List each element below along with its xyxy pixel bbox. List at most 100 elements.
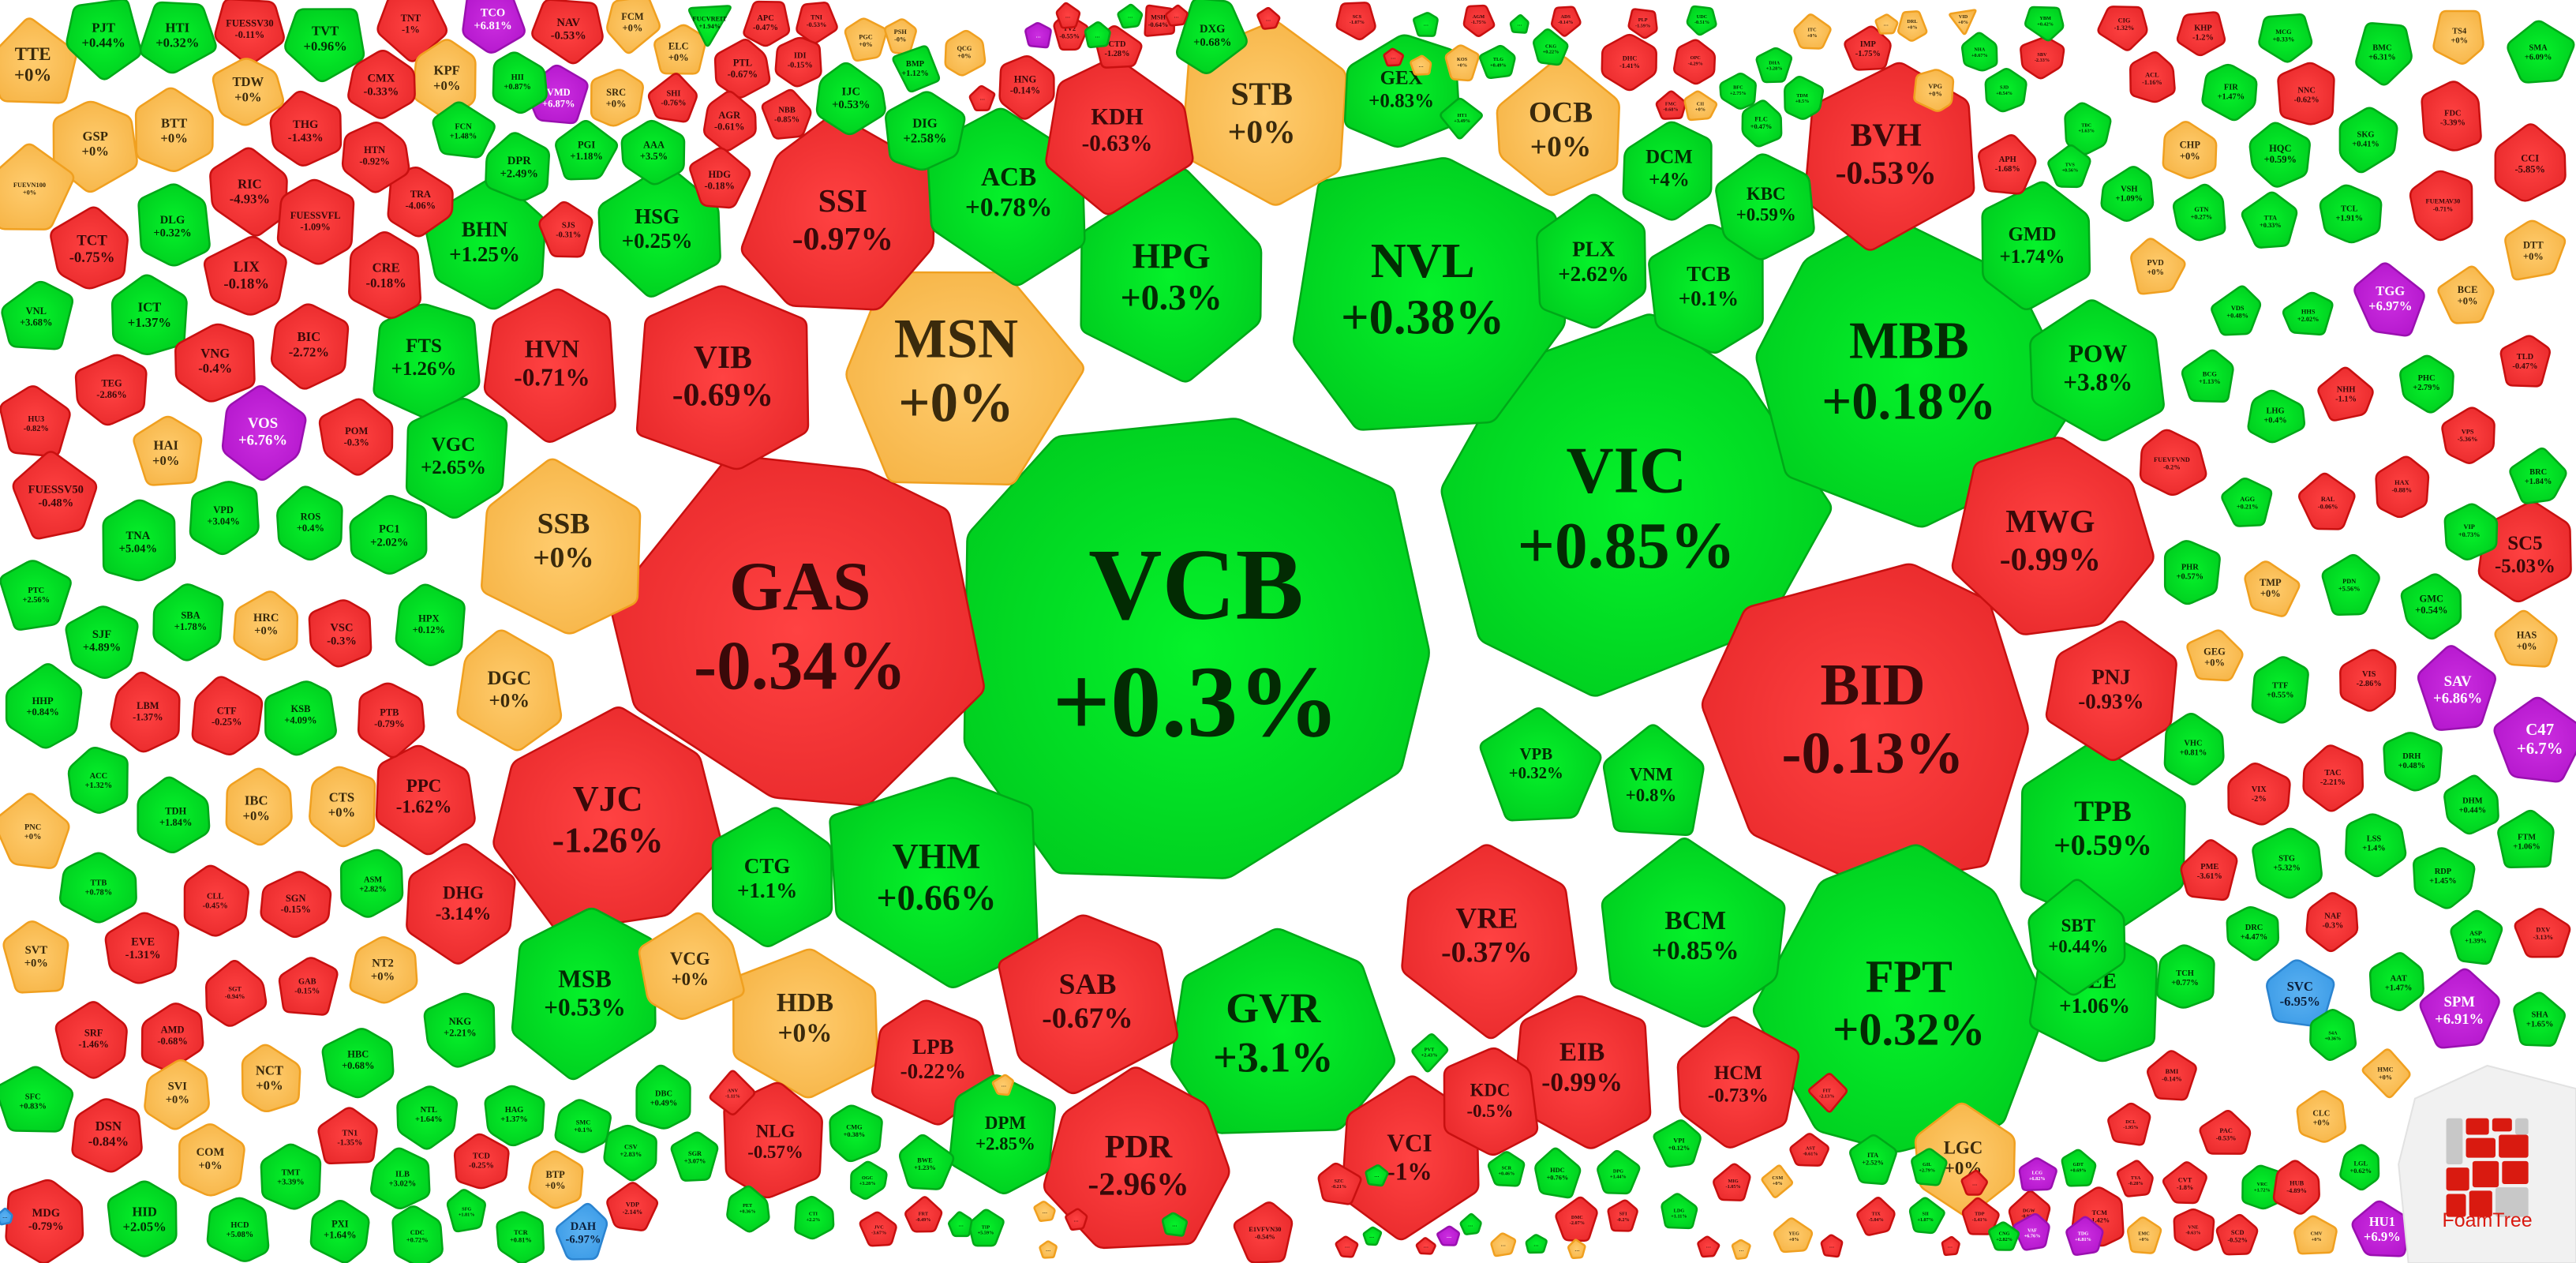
tile-dhm[interactable]: DHM+0.44%	[2443, 774, 2499, 835]
tile-pgi[interactable]: PGI+1.18%	[555, 120, 619, 181]
tile-mdg[interactable]: MDG-0.79%	[5, 1179, 84, 1263]
tile-com[interactable]: COM+0%	[178, 1123, 245, 1197]
tile-ast[interactable]: AST-0.61%	[1789, 1133, 1829, 1167]
tile-yeg[interactable]: YEG+0%	[1773, 1217, 1814, 1254]
tile-hti[interactable]: HTI+0.32%	[139, 1, 217, 74]
tile-collapsed[interactable]: …	[1874, 13, 1899, 35]
tile-phr[interactable]: PHR+0.57%	[2163, 540, 2221, 605]
tile-dgc[interactable]: DGC+0%	[456, 629, 563, 751]
tile-dpr[interactable]: DPR+2.49%	[485, 132, 550, 201]
tile-collapsed[interactable]: …	[968, 84, 996, 112]
tile-ttf[interactable]: TTF+0.55%	[2251, 656, 2309, 724]
tile-chp[interactable]: CHP+0%	[2162, 121, 2218, 179]
tile-teg[interactable]: TEG-2.86%	[74, 354, 148, 426]
tile-ssb[interactable]: SSB+0%	[481, 458, 642, 635]
tile-acl[interactable]: ACL-1.16%	[2129, 51, 2176, 103]
tile-amd[interactable]: AMD-0.68%	[140, 1003, 204, 1071]
tile-btp[interactable]: BTP+0%	[528, 1150, 584, 1209]
tile-tcl[interactable]: TCL+1.91%	[2319, 184, 2383, 244]
tile-elc[interactable]: ELC+0%	[653, 24, 707, 75]
tile-hub[interactable]: HUB-4.89%	[2272, 1160, 2320, 1215]
tile-itc[interactable]: ITC+0%	[1793, 13, 1832, 50]
tile-vpd[interactable]: VPD+3.04%	[189, 481, 260, 556]
tile-fdc[interactable]: FDC-3.39%	[2421, 81, 2482, 152]
tile-pom[interactable]: POM-0.3%	[318, 398, 394, 476]
tile-tip[interactable]: TIP+5.59%	[968, 1209, 1005, 1247]
tile-collapsed[interactable]: …	[1490, 1232, 1517, 1257]
tile-vpb[interactable]: VPB+0.32%	[1479, 707, 1602, 822]
tile-fuevfvnd[interactable]: FUEVFVND-0.2%	[2139, 429, 2207, 497]
tile-ftm[interactable]: FTM+1.06%	[2497, 809, 2555, 868]
tile-frt[interactable]: FRT-0.49%	[904, 1196, 943, 1233]
tile-scr[interactable]: SCR+0.46%	[1487, 1151, 1526, 1187]
tile-hag[interactable]: HAG+1.37%	[484, 1085, 545, 1147]
tile-fuessv30[interactable]: FUESSV30-0.11%	[214, 0, 285, 66]
tile-smc[interactable]: SMC+0.1%	[554, 1099, 612, 1153]
tile-mcg[interactable]: MCG+0.33%	[2258, 13, 2313, 63]
tile-tmt[interactable]: TMT+3.39%	[260, 1143, 322, 1210]
tile-src[interactable]: SRC+0%	[590, 69, 644, 127]
tile-tta[interactable]: TTA+0.33%	[2241, 191, 2298, 249]
tile-ibc[interactable]: IBC+0%	[225, 767, 293, 846]
tile-gvr[interactable]: GVR+3.1%	[1170, 928, 1396, 1134]
tile-has[interactable]: HAS+0%	[2494, 609, 2558, 668]
tile-gab[interactable]: GAB-0.15%	[278, 957, 339, 1016]
tile-gex[interactable]: GEX+0.83%	[1343, 34, 1461, 148]
tile-nct[interactable]: NCT+0%	[241, 1044, 301, 1113]
tile-nnc[interactable]: NNC-0.62%	[2277, 62, 2335, 126]
tile-hu3[interactable]: HU3-0.82%	[0, 385, 71, 458]
tile-vpi[interactable]: VPI+0.12%	[1653, 1119, 1702, 1168]
tile-tct[interactable]: TCT-0.75%	[50, 206, 129, 290]
tile-cmv[interactable]: CMV+0%	[2293, 1215, 2338, 1255]
tile-drl[interactable]: DRL+0%	[1897, 10, 1928, 42]
tile-dhg[interactable]: DHG-3.14%	[406, 843, 516, 965]
tile-agg[interactable]: AGG+0.21%	[2221, 478, 2273, 527]
tile-scd[interactable]: SCD-0.52%	[2215, 1213, 2259, 1256]
tile-clc[interactable]: CLC+0%	[2296, 1090, 2347, 1143]
tile-sfg[interactable]: SFG+1.81%	[446, 1189, 486, 1233]
tile-tcd[interactable]: TCD-0.25%	[453, 1133, 510, 1190]
tile-apc[interactable]: APC-0.47%	[743, 0, 791, 47]
tile-dah[interactable]: DAH-6.97%	[555, 1202, 608, 1261]
tile-tgg[interactable]: TGG+6.97%	[2353, 262, 2425, 337]
tile-hdb[interactable]: HDB+0%	[732, 948, 878, 1099]
tile-lcg[interactable]: LCG+6.82%	[2018, 1157, 2057, 1191]
tile-vnm[interactable]: VNM+0.8%	[1603, 724, 1705, 836]
tile-vnl[interactable]: VNL+3.68%	[1, 280, 73, 350]
tile-hii[interactable]: HII+0.87%	[492, 51, 548, 114]
tile-tn1[interactable]: TN1-1.35%	[317, 1107, 378, 1165]
tile-collapsed[interactable]: …	[1055, 2, 1081, 29]
tile-cii[interactable]: CII+0%	[1683, 90, 1718, 122]
tile-tcr[interactable]: TCR+0.81%	[496, 1211, 545, 1263]
tile-collapsed[interactable]: …	[1415, 1237, 1436, 1255]
tile-ptc[interactable]: PTC+2.56%	[0, 560, 72, 631]
tile-hpx[interactable]: HPX+0.12%	[395, 583, 466, 666]
tile-hcd[interactable]: HCD+5.08%	[206, 1197, 270, 1262]
tile-dcm[interactable]: DCM+4%	[1622, 121, 1713, 221]
tile-csm[interactable]: CSM+0%	[1761, 1164, 1794, 1198]
tile-fuessvfl[interactable]: FUESSVFL-1.09%	[276, 178, 355, 265]
tile-cti[interactable]: CTI+2.2%	[794, 1195, 835, 1240]
tile-collapsed[interactable]: …	[1039, 1240, 1058, 1259]
tile-bfc[interactable]: BFC+2.75%	[1719, 72, 1757, 110]
tile-scs[interactable]: SCS-1.07%	[1335, 2, 1376, 41]
tile-pnc[interactable]: PNC+0%	[0, 793, 70, 869]
tile-ksb[interactable]: KSB+4.09%	[264, 680, 337, 756]
tile-collapsed[interactable]: …	[1731, 1239, 1751, 1260]
tile-hhp[interactable]: HHP+0.84%	[5, 663, 83, 749]
tile-pjt[interactable]: PJT+0.44%	[66, 0, 142, 81]
tile-ctf[interactable]: CTF-0.25%	[191, 676, 264, 755]
tile-cre[interactable]: CRE-0.18%	[348, 230, 421, 320]
tile-sma[interactable]: SMA+6.09%	[2507, 20, 2575, 84]
tile-ict[interactable]: ICT+1.37%	[110, 274, 188, 355]
tile-fuessv50[interactable]: FUESSV50-0.48%	[12, 451, 98, 540]
tile-nkg[interactable]: NKG+2.21%	[423, 992, 496, 1068]
tile-sgr[interactable]: SGR+3.07%	[670, 1131, 719, 1182]
tile-stg[interactable]: STG+5.32%	[2252, 827, 2323, 899]
tile-drc[interactable]: DRC+4.47%	[2226, 905, 2280, 961]
tile-sfc[interactable]: SFC+0.83%	[0, 1066, 74, 1133]
tile-gtn[interactable]: GTN+0.27%	[2172, 183, 2226, 242]
tile-naf[interactable]: NAF-0.3%	[2305, 892, 2359, 953]
tile-nbb[interactable]: NBB-0.85%	[761, 88, 812, 140]
